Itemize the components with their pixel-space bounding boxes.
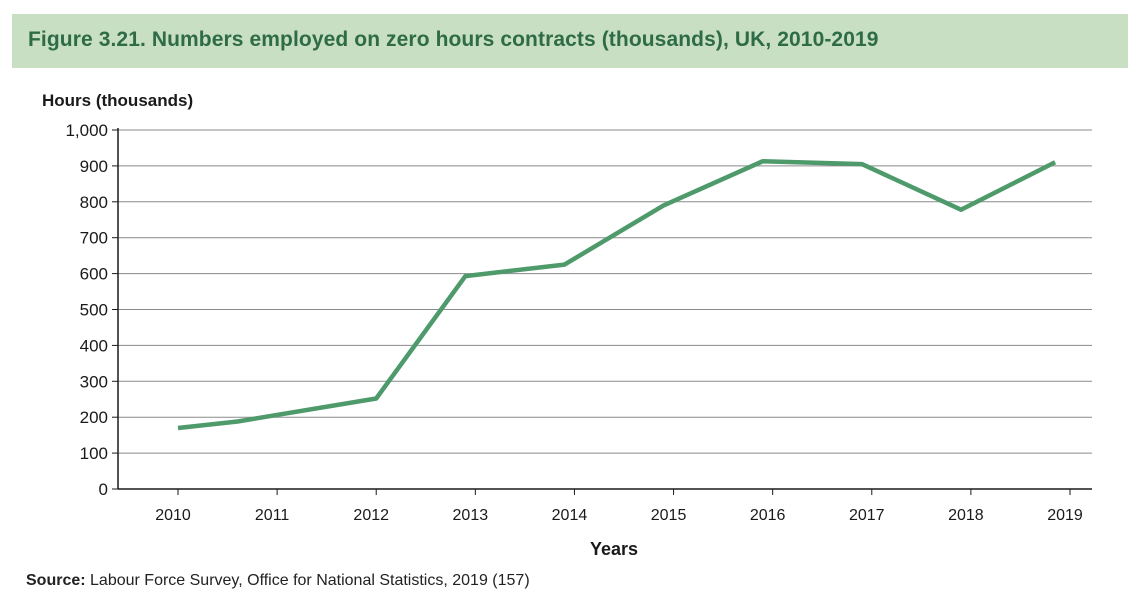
- x-tick-label: 2014: [552, 507, 588, 524]
- x-tick-label: 2012: [353, 507, 389, 524]
- x-tick-label: 2011: [255, 507, 290, 524]
- source-label: Source:: [26, 572, 86, 589]
- series-group: [177, 158, 1057, 431]
- y-tick-labels: 0 100 200 300 400 500 600 700 800 900 1,000: [65, 121, 108, 499]
- y-tick-label: 900: [80, 157, 108, 176]
- x-tick-label: 2016: [750, 507, 786, 524]
- gridlines: [112, 129, 1092, 490]
- y-tick-label: 500: [80, 301, 108, 320]
- y-tick-label: 400: [80, 336, 108, 355]
- y-tick-label: 1,000: [65, 121, 108, 140]
- x-axis-label: Years: [590, 539, 638, 559]
- source-text: Labour Force Survey, Office for National…: [85, 572, 530, 589]
- y-tick-label: 0: [99, 480, 108, 499]
- y-tick-label: 800: [80, 193, 108, 212]
- y-tick-label: 700: [80, 229, 108, 248]
- figure-title-banner: Figure 3.21. Numbers employed on zero ho…: [12, 14, 1128, 68]
- figure-title: Figure 3.21. Numbers employed on zero ho…: [28, 28, 879, 51]
- x-tick-label: 2010: [155, 507, 191, 524]
- x-tick-label: 2019: [1047, 507, 1083, 524]
- y-tick-label: 300: [80, 372, 108, 391]
- series-line: [177, 158, 1057, 431]
- x-tick-labels: 2010 2011 2012 2013 2014 2015 2016 2017 2018 2019: [155, 489, 1083, 524]
- y-axis-label: Hours (thousands): [42, 91, 193, 110]
- y-tick-label: 200: [80, 408, 108, 427]
- x-tick-label: 2013: [453, 507, 489, 524]
- y-tick-label: 100: [80, 444, 108, 463]
- y-tick-label: 600: [80, 265, 108, 284]
- x-tick-label: 2017: [849, 507, 885, 524]
- x-tick-label: 2018: [948, 507, 984, 524]
- source-note: Source: Labour Force Survey, Office for …: [26, 572, 530, 590]
- x-tick-label: 2015: [651, 507, 687, 524]
